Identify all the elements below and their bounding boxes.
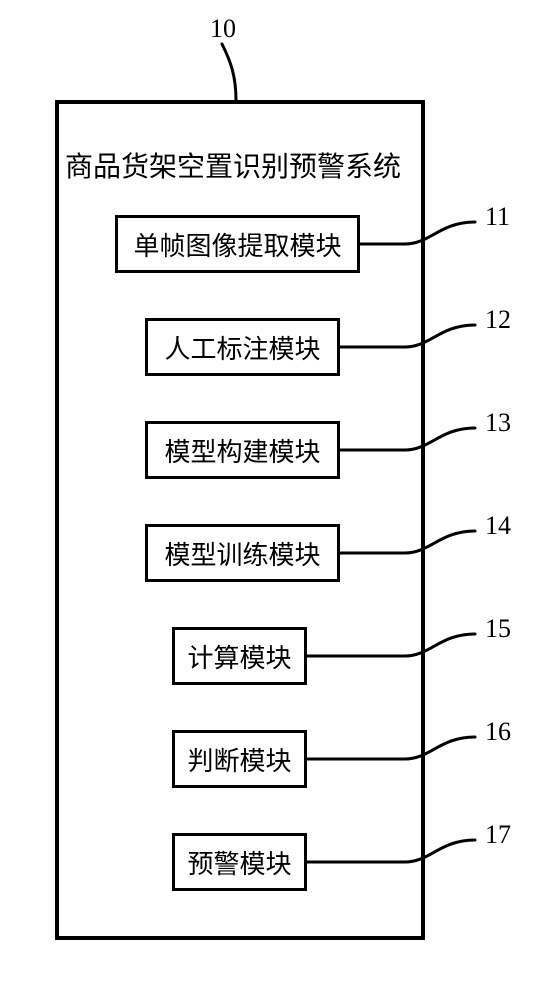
callout-label: 16 xyxy=(485,717,511,747)
module-box: 模型构建模块 xyxy=(145,421,340,479)
module-box: 单帧图像提取模块 xyxy=(115,215,360,273)
callout-label-main: 10 xyxy=(210,14,236,44)
module-label: 人工标注模块 xyxy=(164,329,320,366)
module-label: 判断模块 xyxy=(187,741,291,778)
callout-label: 11 xyxy=(485,202,510,232)
module-box: 计算模块 xyxy=(172,627,307,685)
module-label: 模型训练模块 xyxy=(164,535,320,572)
module-label: 计算模块 xyxy=(187,638,291,675)
callout-label: 17 xyxy=(485,820,511,850)
diagram-canvas: { "colors": { "stroke": "#000000", "back… xyxy=(0,0,545,1000)
module-box: 模型训练模块 xyxy=(145,524,340,582)
callout-label: 14 xyxy=(485,511,511,541)
lead-line xyxy=(222,44,236,100)
module-label: 预警模块 xyxy=(187,844,291,881)
module-box: 预警模块 xyxy=(172,833,307,891)
callout-label: 13 xyxy=(485,408,511,438)
callout-label: 15 xyxy=(485,614,511,644)
module-box: 人工标注模块 xyxy=(145,318,340,376)
module-box: 判断模块 xyxy=(172,730,307,788)
system-title: 商品货架空置识别预警系统 xyxy=(65,145,401,185)
module-label: 模型构建模块 xyxy=(164,432,320,469)
callout-label: 12 xyxy=(485,305,511,335)
module-label: 单帧图像提取模块 xyxy=(133,226,341,263)
